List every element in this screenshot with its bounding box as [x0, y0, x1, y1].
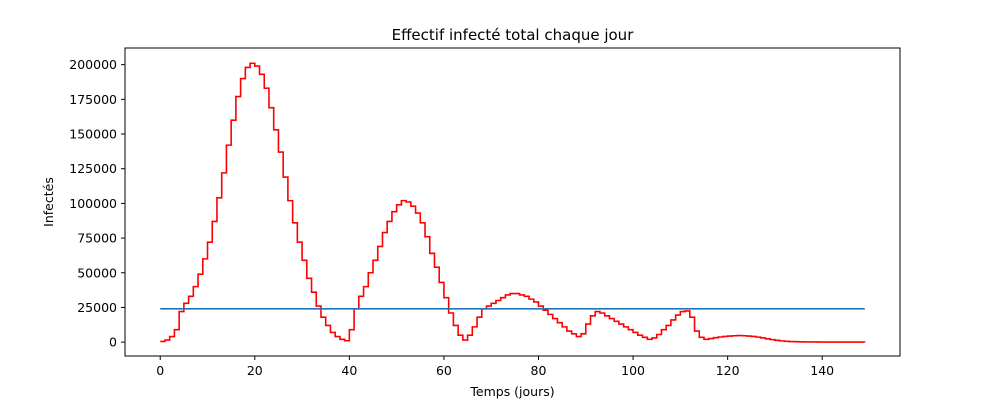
plot-area	[160, 62, 866, 343]
x-tick-label: 120	[716, 363, 740, 378]
x-tick-label: 140	[810, 363, 834, 378]
y-axis: 0 25000 50000 75000 100000 125000 150000 175000…	[69, 57, 125, 350]
y-tick-label: 100000	[69, 196, 117, 211]
chart-title: Effectif infecté total chaque jour	[392, 26, 635, 44]
x-tick-label: 100	[621, 363, 645, 378]
x-tick-label: 60	[436, 363, 452, 378]
y-tick-label: 0	[109, 335, 117, 350]
y-tick-label: 125000	[69, 161, 117, 176]
y-axis-label: Infectés	[41, 177, 56, 227]
x-tick-label: 20	[247, 363, 263, 378]
x-tick-label: 80	[531, 363, 547, 378]
x-tick-label: 40	[341, 363, 357, 378]
y-tick-label: 25000	[77, 300, 117, 315]
x-axis-label: Temps (jours)	[469, 384, 554, 399]
x-tick-label: 0	[156, 363, 164, 378]
y-tick-label: 50000	[77, 265, 117, 280]
y-tick-label: 75000	[77, 231, 117, 246]
plot-frame	[124, 47, 901, 357]
y-tick-label: 150000	[69, 127, 117, 142]
y-tick-label: 175000	[69, 92, 117, 107]
y-tick-label: 200000	[69, 57, 117, 72]
series-infected-line	[160, 62, 866, 343]
x-axis: 0 20 40 60 80 100 120 140	[156, 356, 834, 378]
